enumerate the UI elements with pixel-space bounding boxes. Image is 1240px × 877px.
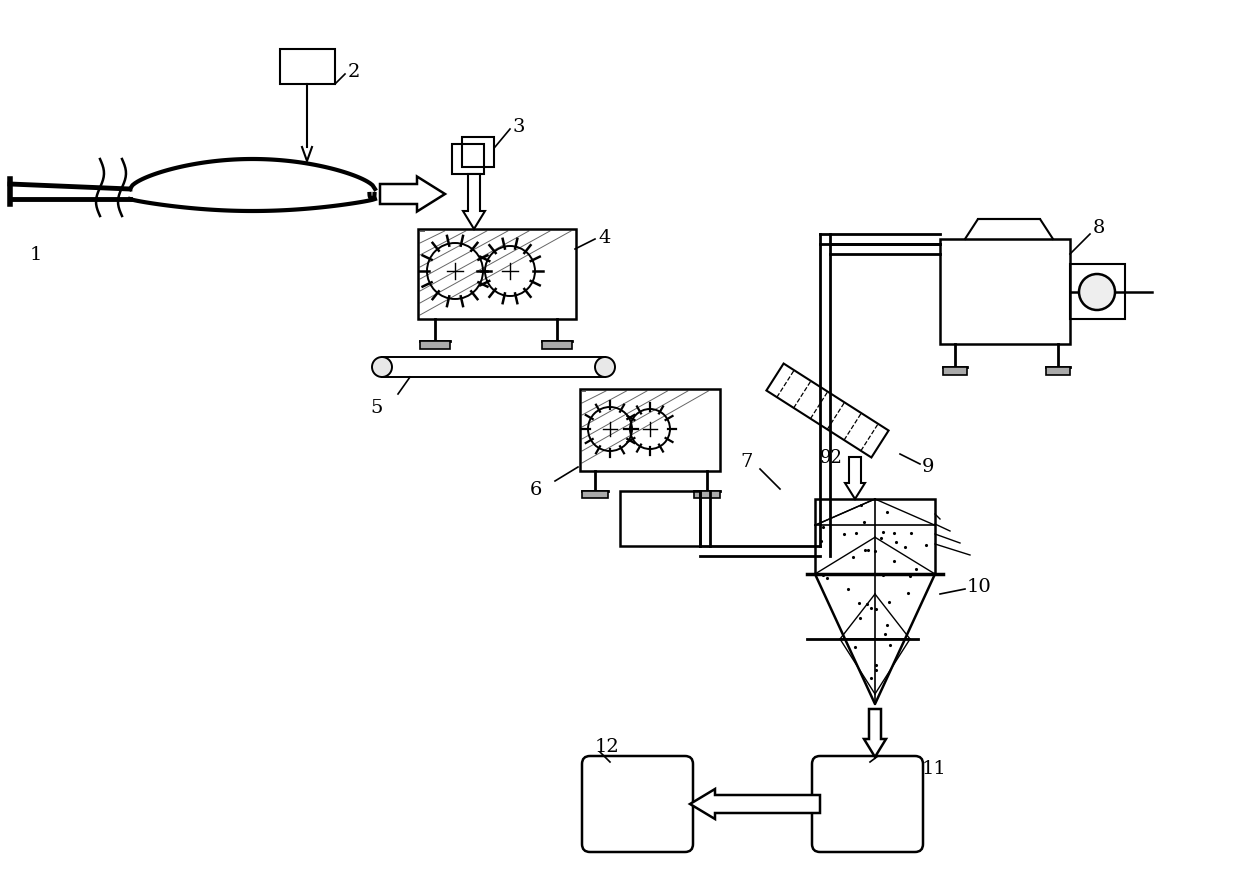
Bar [620,491,701,546]
Bar [940,239,1070,345]
Text: 7: 7 [740,453,753,470]
Circle shape [1079,275,1115,310]
Text: 6: 6 [529,481,542,498]
Text: 9: 9 [923,458,935,475]
Bar [1047,367,1070,375]
Text: 8: 8 [1092,218,1105,237]
Text: 5: 5 [370,398,382,417]
Bar [420,342,450,350]
Text: 10: 10 [967,577,992,595]
Text: 2: 2 [348,63,361,81]
Bar [582,491,608,498]
Text: 4: 4 [598,229,610,246]
Bar [453,145,484,175]
FancyArrow shape [379,177,445,212]
Bar [542,342,572,350]
FancyArrow shape [864,709,887,757]
Text: 11: 11 [923,759,947,777]
Text: 1: 1 [30,246,42,264]
FancyArrow shape [463,175,485,230]
Bar [418,230,577,319]
Text: 12: 12 [595,738,620,755]
Bar [463,138,494,168]
Circle shape [372,358,392,378]
Bar [815,499,935,574]
Bar [580,389,720,472]
FancyArrow shape [689,789,820,819]
Circle shape [595,358,615,378]
Text: 92: 92 [820,448,843,467]
Bar [942,367,967,375]
Bar [694,491,720,498]
FancyArrow shape [844,458,866,499]
Text: 3: 3 [513,118,526,136]
Bar [280,50,335,85]
Bar [1070,265,1125,319]
